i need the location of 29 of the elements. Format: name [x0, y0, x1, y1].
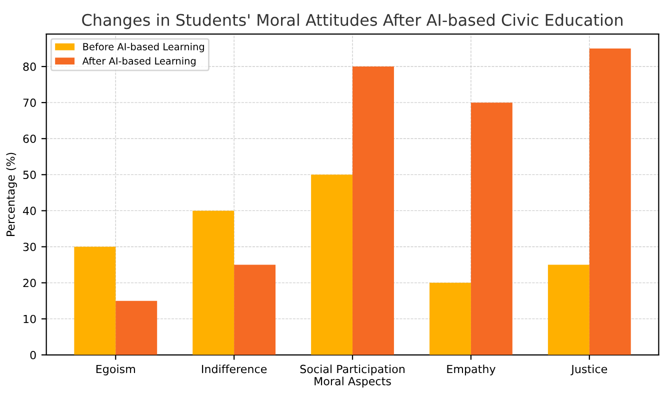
y-tick-label: 30	[23, 242, 36, 252]
y-tick-label: 10	[24, 314, 36, 324]
bar	[470, 102, 512, 355]
x-tick-label: Justice	[570, 364, 608, 376]
x-tick-label: Social Participation	[300, 364, 404, 376]
y-tick-label: 40	[23, 206, 36, 216]
y-axis-title: Percentage (%)	[6, 152, 17, 236]
legend-label: After AI-based Learning	[82, 57, 196, 67]
bar	[234, 264, 276, 355]
bar	[548, 264, 590, 355]
x-axis-title: Moral Aspects	[314, 376, 391, 388]
bar	[192, 210, 234, 355]
x-tick-label: Empathy	[447, 364, 496, 376]
bar	[430, 282, 471, 355]
bar	[311, 174, 353, 355]
x-tick-label: Egoism	[96, 364, 135, 376]
y-tick-label: 80	[23, 62, 36, 71]
x-tick-label: Indifference	[202, 364, 267, 374]
bar	[74, 246, 116, 355]
y-tick-label: 60	[23, 134, 36, 143]
bar	[352, 66, 394, 355]
bar	[589, 48, 631, 355]
chart-title: Changes in Students' Moral Attitudes After AI-based Civic Education	[82, 14, 622, 30]
y-tick-label: 0	[30, 350, 36, 360]
y-tick-label: 70	[23, 98, 36, 107]
bar	[116, 300, 158, 355]
legend-label: Before AI-based Learning	[83, 42, 204, 52]
y-tick-label: 20	[23, 278, 36, 288]
y-tick-label: 50	[23, 170, 36, 180]
